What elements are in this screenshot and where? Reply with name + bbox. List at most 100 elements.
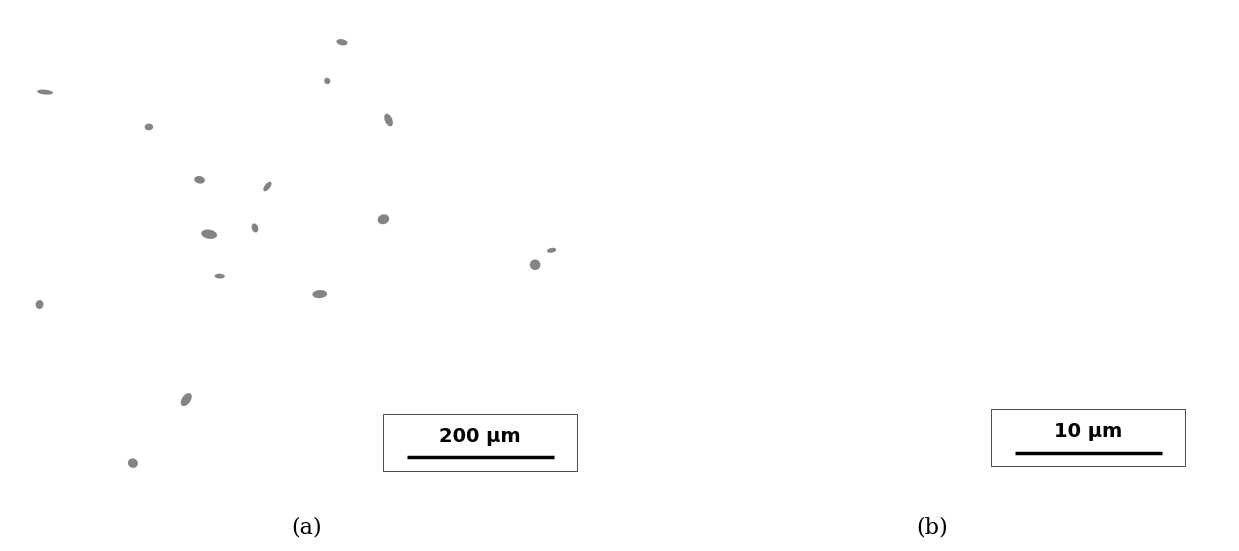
Ellipse shape (519, 165, 540, 183)
Point (755, 166, 774, 175)
Point (1149, 321, 1168, 329)
Point (1043, 171, 1063, 180)
Point (979, 138, 999, 147)
Point (1033, 111, 1053, 120)
Ellipse shape (46, 355, 79, 380)
Point (949, 276, 969, 284)
Point (790, 256, 810, 265)
Point (939, 298, 959, 307)
Point (997, 200, 1017, 209)
Point (761, 228, 781, 236)
Point (1219, 292, 1239, 301)
Point (1202, 256, 1222, 264)
Point (800, 158, 820, 166)
Point (1046, 149, 1066, 158)
Point (940, 149, 960, 158)
Point (1025, 273, 1044, 282)
Ellipse shape (544, 442, 580, 453)
Point (815, 452, 835, 461)
Point (828, 137, 847, 146)
Point (779, 242, 799, 251)
Point (919, 284, 939, 293)
Point (1059, 274, 1079, 283)
Point (1009, 274, 1028, 283)
Point (787, 137, 807, 146)
Ellipse shape (295, 51, 322, 86)
Point (928, 467, 948, 476)
Point (803, 146, 823, 155)
Ellipse shape (418, 340, 456, 353)
Ellipse shape (250, 187, 280, 213)
Point (829, 144, 849, 153)
Point (823, 147, 843, 155)
Point (1187, 251, 1207, 260)
Point (1147, 336, 1167, 344)
Point (850, 290, 870, 299)
Ellipse shape (115, 391, 138, 407)
Point (1023, 188, 1043, 197)
Point (850, 322, 870, 331)
Ellipse shape (517, 253, 550, 276)
Point (928, 119, 948, 128)
Point (711, 151, 731, 160)
Ellipse shape (256, 175, 278, 198)
Point (1011, 232, 1031, 241)
Point (1036, 253, 1056, 262)
Point (990, 255, 1010, 263)
Point (823, 93, 843, 101)
Point (711, 224, 731, 233)
Point (768, 198, 788, 207)
Point (1087, 266, 1106, 274)
Ellipse shape (121, 247, 160, 266)
Point (1104, 314, 1124, 322)
Ellipse shape (2, 95, 41, 117)
Point (1048, 480, 1068, 489)
Point (883, 132, 903, 141)
Point (790, 256, 810, 265)
Point (861, 137, 881, 146)
Point (1073, 269, 1093, 278)
Point (969, 139, 989, 148)
Point (938, 149, 958, 158)
Ellipse shape (14, 112, 47, 125)
Point (1109, 334, 1129, 343)
Ellipse shape (36, 300, 43, 309)
Point (991, 266, 1011, 274)
Point (854, 137, 873, 146)
Point (857, 88, 877, 96)
Point (994, 210, 1014, 219)
Point (986, 257, 1006, 266)
Point (829, 144, 849, 153)
Point (819, 284, 839, 293)
Ellipse shape (378, 214, 389, 224)
Point (798, 133, 818, 142)
Ellipse shape (321, 462, 356, 489)
Point (838, 145, 857, 154)
Point (922, 140, 942, 149)
Point (897, 119, 917, 128)
Point (1098, 249, 1118, 258)
Point (1016, 233, 1036, 242)
Point (1100, 262, 1120, 271)
Point (699, 140, 719, 149)
Point (996, 157, 1016, 166)
Point (922, 459, 942, 468)
Point (1120, 321, 1140, 329)
Point (777, 153, 797, 161)
Point (781, 257, 800, 266)
Point (1002, 212, 1022, 221)
Ellipse shape (992, 183, 1014, 197)
Point (897, 314, 917, 322)
Point (750, 176, 769, 185)
Ellipse shape (177, 102, 234, 134)
Point (799, 159, 819, 168)
Ellipse shape (74, 191, 104, 210)
Point (923, 284, 943, 293)
Point (839, 300, 859, 309)
Ellipse shape (768, 136, 778, 143)
Point (983, 154, 1002, 163)
Ellipse shape (525, 57, 544, 73)
Ellipse shape (546, 329, 585, 343)
Point (776, 214, 795, 223)
Point (820, 292, 840, 301)
